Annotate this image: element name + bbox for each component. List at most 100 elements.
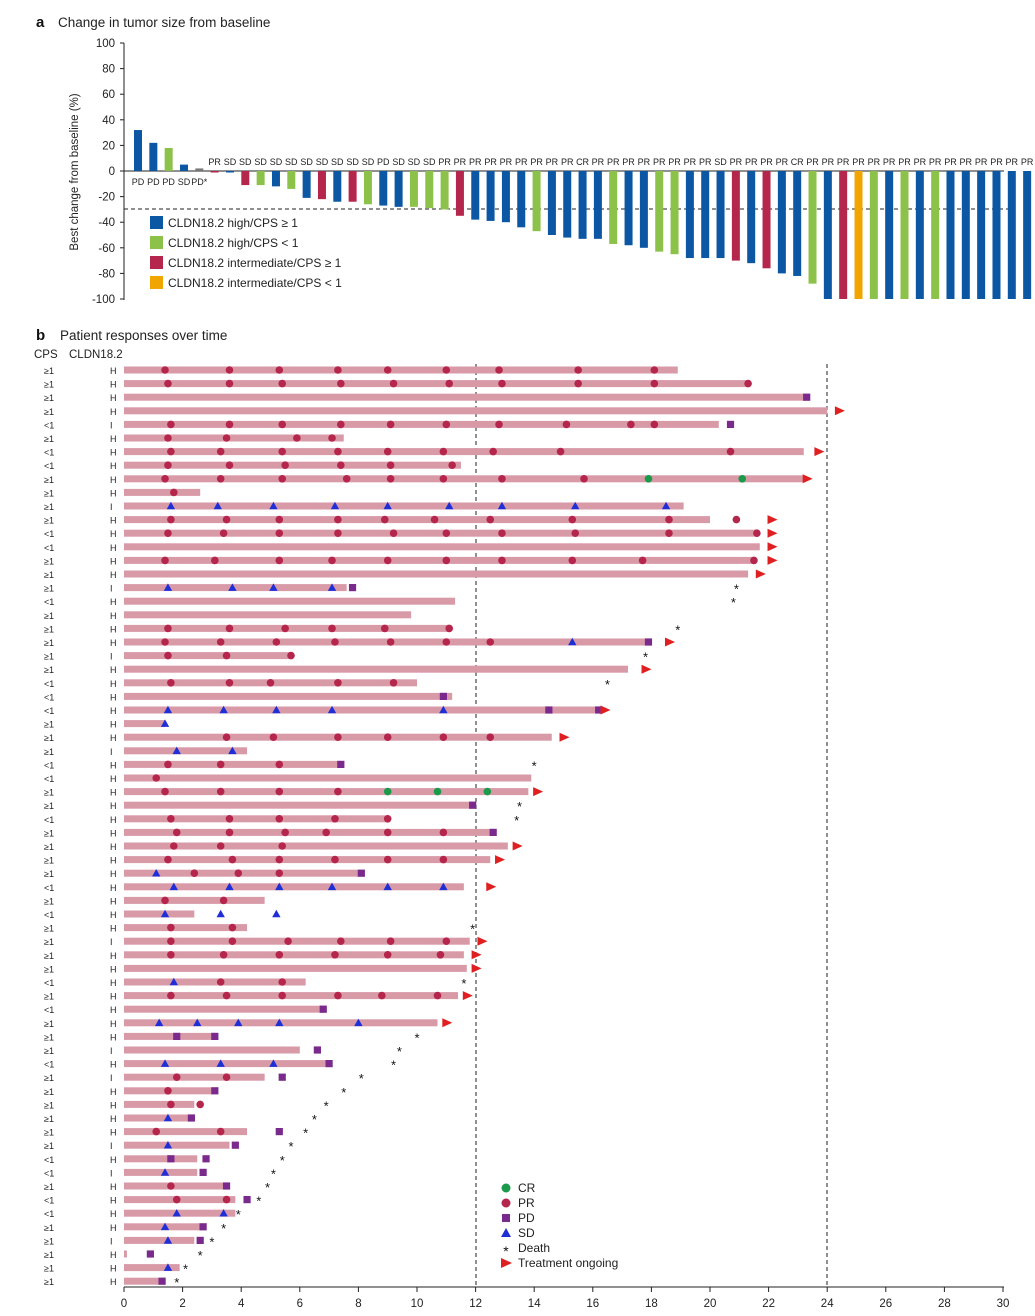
row-cldn: H bbox=[110, 1264, 117, 1274]
pd-marker bbox=[158, 1277, 166, 1285]
bar bbox=[134, 130, 142, 171]
pr-marker bbox=[342, 475, 351, 483]
x-tick-label: 4 bbox=[238, 1298, 245, 1310]
pr-marker bbox=[266, 679, 275, 687]
bar bbox=[195, 168, 204, 171]
row-cldn: I bbox=[110, 1141, 113, 1151]
pr-marker bbox=[216, 978, 225, 986]
row-cps: ≥1 bbox=[44, 475, 54, 485]
bar bbox=[762, 171, 771, 269]
bar-response-label: SD bbox=[316, 157, 329, 167]
bar-response-label: PD* bbox=[191, 177, 208, 187]
legend-cr-marker bbox=[501, 1183, 511, 1193]
row-cps: <1 bbox=[44, 760, 54, 770]
sd-marker bbox=[152, 869, 161, 877]
row-bar bbox=[124, 1114, 192, 1122]
bar bbox=[639, 171, 648, 248]
pr-marker bbox=[164, 461, 172, 470]
pr-marker bbox=[383, 855, 392, 864]
pr-marker bbox=[172, 828, 181, 837]
bar-response-label: PR bbox=[760, 157, 773, 167]
pr-marker bbox=[331, 855, 339, 864]
pr-marker bbox=[436, 951, 445, 959]
row-bar bbox=[124, 720, 166, 728]
bar-response-label: PR bbox=[622, 157, 635, 167]
bar bbox=[578, 171, 587, 239]
pr-marker bbox=[726, 447, 735, 456]
patient-row: ≥1 H * bbox=[44, 1180, 270, 1195]
row-cldn: H bbox=[110, 706, 117, 716]
legend-death-marker: * bbox=[503, 1243, 509, 1259]
sd-marker bbox=[172, 1209, 181, 1217]
bar-response-label: PR bbox=[607, 157, 620, 167]
pr-marker bbox=[161, 556, 169, 565]
bar-response-label: PR bbox=[592, 157, 605, 167]
bar-response-label: PR bbox=[1006, 157, 1019, 167]
pr-marker bbox=[216, 1127, 225, 1136]
pr-marker bbox=[222, 1195, 231, 1204]
row-cldn: I bbox=[110, 747, 113, 757]
pr-marker bbox=[161, 896, 169, 905]
row-cps: <1 bbox=[44, 706, 54, 716]
sd-marker bbox=[269, 583, 278, 591]
patient-row: <1 H * bbox=[44, 976, 466, 991]
row-cldn: H bbox=[110, 597, 117, 607]
pr-marker bbox=[164, 1087, 172, 1095]
pr-marker bbox=[216, 475, 225, 483]
row-cps: <1 bbox=[44, 883, 54, 893]
pr-marker bbox=[627, 420, 635, 429]
row-cldn: H bbox=[110, 638, 117, 648]
bar-response-label: PR bbox=[546, 157, 559, 167]
x-tick-label: 18 bbox=[645, 1298, 658, 1310]
row-cps: <1 bbox=[44, 597, 54, 607]
y-tick-label: 40 bbox=[102, 115, 115, 127]
pr-marker bbox=[167, 420, 175, 429]
pr-marker bbox=[284, 937, 292, 945]
patient-row: ≥1 I bbox=[44, 936, 488, 947]
patient-row: ≥1 H bbox=[44, 434, 344, 444]
row-cldn: I bbox=[110, 1073, 113, 1083]
patient-row: ≥1 H bbox=[44, 1018, 453, 1029]
bar-response-label: SD bbox=[346, 157, 359, 167]
pr-marker bbox=[161, 366, 169, 374]
row-cldn: I bbox=[110, 1046, 113, 1056]
bar bbox=[946, 171, 955, 299]
row-cldn: H bbox=[110, 964, 117, 974]
bar-response-label: PR bbox=[515, 157, 528, 167]
bar-response-label: PD bbox=[162, 177, 175, 187]
row-cps: ≥1 bbox=[44, 856, 54, 866]
pr-marker bbox=[334, 679, 342, 687]
pr-marker bbox=[498, 379, 506, 388]
pr-marker bbox=[750, 556, 758, 565]
row-cldn: H bbox=[110, 556, 117, 566]
pr-marker bbox=[170, 842, 178, 850]
patient-row: <1 H * bbox=[44, 1058, 396, 1073]
pr-marker bbox=[571, 529, 580, 537]
row-cldn: H bbox=[110, 529, 117, 539]
patient-row: ≥1 H bbox=[44, 380, 752, 390]
row-cldn: H bbox=[110, 434, 117, 444]
pr-marker bbox=[167, 1100, 175, 1109]
patient-row: ≥1 I * bbox=[44, 1044, 402, 1059]
patient-row: ≥1 H bbox=[44, 488, 201, 498]
sd-marker bbox=[234, 1018, 243, 1027]
row-cps: ≥1 bbox=[44, 1087, 54, 1097]
row-bar bbox=[124, 665, 628, 673]
row-cldn: I bbox=[110, 937, 113, 947]
bar bbox=[624, 171, 633, 246]
ongoing-marker bbox=[755, 569, 766, 579]
pr-marker bbox=[222, 991, 231, 1000]
bar-response-label: PR bbox=[208, 157, 221, 167]
pr-marker bbox=[442, 529, 451, 537]
y-tick-label: 60 bbox=[102, 89, 115, 101]
bar-response-label: PR bbox=[1021, 157, 1034, 167]
patient-row: ≥1 H bbox=[44, 787, 544, 798]
x-tick-label: 26 bbox=[879, 1298, 892, 1310]
row-bar bbox=[124, 692, 453, 700]
row-cldn: H bbox=[110, 1019, 117, 1029]
row-cps: ≥1 bbox=[44, 1236, 54, 1246]
pd-marker bbox=[211, 1087, 219, 1095]
pr-marker bbox=[442, 937, 451, 945]
row-cldn: H bbox=[110, 883, 117, 893]
row-cldn: H bbox=[110, 665, 117, 675]
